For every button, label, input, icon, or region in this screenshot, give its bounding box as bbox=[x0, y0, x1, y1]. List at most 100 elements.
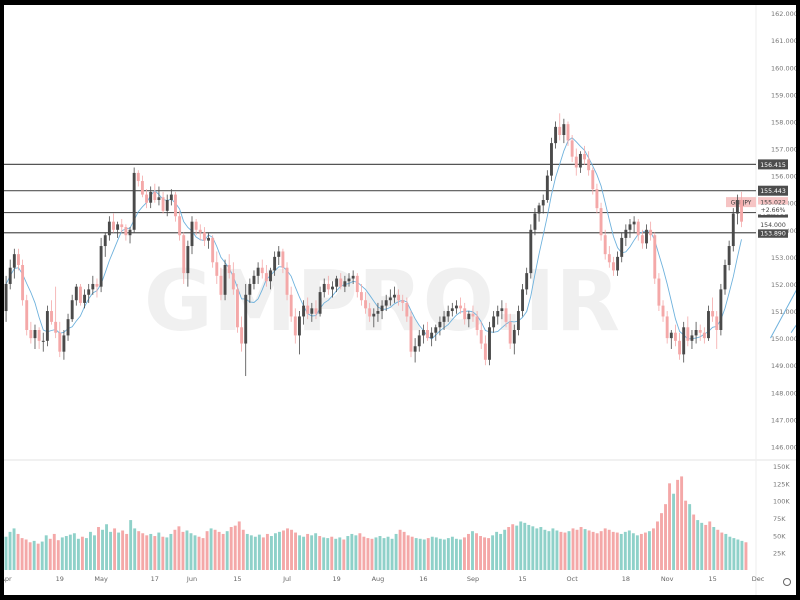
volume-bar bbox=[643, 532, 647, 570]
x-tick-label: Dec bbox=[752, 575, 765, 583]
candle-body bbox=[500, 308, 504, 312]
candle-body bbox=[537, 205, 541, 214]
volume-bar bbox=[362, 536, 366, 570]
candle-body bbox=[483, 343, 487, 360]
volume-bar bbox=[551, 528, 555, 570]
candle-body bbox=[512, 330, 516, 344]
candle-body bbox=[438, 321, 442, 328]
volume-bar bbox=[229, 527, 233, 570]
price-tick-label: 148.000 bbox=[771, 389, 796, 397]
volume-bar bbox=[595, 533, 599, 570]
candle-body bbox=[393, 294, 396, 298]
volume-bar bbox=[450, 536, 454, 570]
volume-bar bbox=[454, 538, 458, 570]
volume-bar bbox=[185, 530, 189, 570]
candle-body bbox=[372, 313, 376, 317]
volume-bar bbox=[523, 522, 527, 570]
level-price-tag bbox=[758, 227, 788, 238]
x-tick-label: Oct bbox=[567, 575, 579, 583]
volume-bar bbox=[430, 536, 434, 570]
candle-body bbox=[562, 124, 566, 135]
candle-body bbox=[516, 311, 520, 330]
candle-body bbox=[306, 305, 310, 314]
candle-body bbox=[120, 224, 124, 228]
x-tick-label: Aug bbox=[372, 575, 385, 583]
candle-body bbox=[434, 327, 438, 333]
price-tick-label: 162.000 bbox=[771, 10, 796, 18]
candle-body bbox=[132, 172, 136, 230]
volume-bar bbox=[555, 530, 559, 570]
candle-body bbox=[335, 278, 339, 287]
volume-bar bbox=[149, 533, 153, 570]
volume-bar bbox=[16, 533, 20, 570]
volume-bar bbox=[732, 538, 736, 570]
candle-body bbox=[211, 237, 215, 263]
volume-bar bbox=[60, 537, 64, 570]
volume-bar bbox=[507, 527, 511, 570]
volume-bar bbox=[716, 529, 720, 570]
volume-bar bbox=[28, 542, 32, 570]
volume-bar bbox=[736, 539, 740, 570]
price-tick-label: 149.000 bbox=[771, 362, 796, 370]
volume-tick-label: 50K bbox=[773, 532, 786, 540]
candle-body bbox=[467, 313, 471, 320]
volume-bar bbox=[161, 536, 165, 570]
candle-body bbox=[669, 332, 673, 339]
volume-bar bbox=[205, 531, 209, 570]
volume-bar bbox=[121, 530, 125, 570]
volume-bar bbox=[233, 525, 237, 570]
volume-bar bbox=[712, 527, 716, 570]
volume-bar bbox=[374, 537, 378, 570]
volume-bar bbox=[535, 528, 539, 570]
volume-bar bbox=[531, 526, 535, 570]
candle-body bbox=[678, 340, 682, 355]
price-tick-label: 152.000 bbox=[771, 281, 796, 289]
volume-bar bbox=[354, 535, 358, 570]
volume-bar bbox=[366, 538, 370, 570]
volume-bar bbox=[583, 529, 587, 570]
candle-body bbox=[364, 300, 367, 309]
volume-bar bbox=[76, 538, 80, 570]
volume-bar bbox=[306, 533, 310, 570]
volume-tick-label: 75K bbox=[773, 515, 786, 523]
candle-body bbox=[83, 294, 87, 303]
volume-bar bbox=[84, 538, 88, 570]
candle-body bbox=[66, 319, 70, 336]
candle-body bbox=[645, 229, 648, 244]
volume-bar bbox=[619, 533, 623, 570]
candle-body bbox=[207, 237, 210, 241]
volume-bar bbox=[253, 536, 257, 570]
candle-body bbox=[252, 275, 256, 284]
volume-bar bbox=[499, 533, 503, 570]
volume-bar bbox=[322, 537, 326, 570]
volume-bar bbox=[157, 532, 161, 570]
volume-bar bbox=[571, 528, 575, 570]
gbpjpy-price-chart[interactable]: GMPRO.IR146.000147.000148.000149.000150.… bbox=[4, 5, 796, 595]
candle-body bbox=[21, 265, 25, 301]
volume-bar bbox=[724, 533, 728, 570]
candle-body bbox=[136, 172, 140, 182]
candle-body bbox=[384, 300, 388, 306]
volume-bar bbox=[269, 536, 273, 570]
candle-body bbox=[566, 124, 570, 141]
volume-bar bbox=[511, 524, 515, 570]
candle-body bbox=[661, 305, 665, 317]
volume-bar bbox=[294, 532, 297, 570]
volume-tick-label: 125K bbox=[773, 480, 790, 488]
volume-bar bbox=[217, 531, 221, 570]
volume-bar bbox=[245, 533, 249, 570]
candle-body bbox=[376, 311, 380, 314]
x-tick-label: 15 bbox=[708, 575, 716, 583]
volume-bar bbox=[684, 500, 688, 570]
current-price-label: 154.000 bbox=[760, 222, 786, 229]
candle-body bbox=[463, 308, 467, 320]
price-tick-label: 150.000 bbox=[771, 335, 796, 343]
volume-bar bbox=[587, 530, 591, 570]
candle-body bbox=[78, 286, 82, 303]
candle-body bbox=[318, 292, 322, 314]
volume-bar bbox=[446, 538, 450, 570]
volume-bar bbox=[475, 533, 478, 570]
volume-bar bbox=[89, 531, 92, 570]
volume-bar bbox=[221, 533, 225, 570]
candle-body bbox=[508, 321, 512, 344]
